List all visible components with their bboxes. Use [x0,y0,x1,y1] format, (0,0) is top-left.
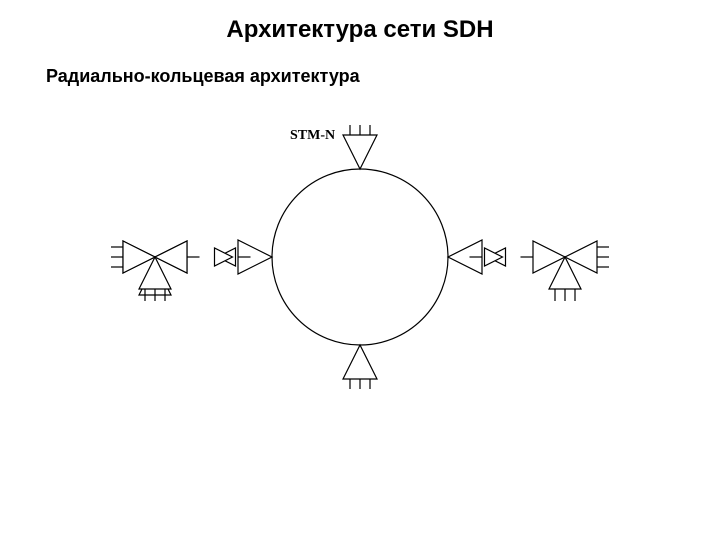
diagram-canvas: STM-N [0,87,720,507]
svg-text:STM-N: STM-N [290,128,335,143]
page-subtitle: Радиально-кольцевая архитектура [0,44,720,87]
page-title: Архитектура сети SDH [0,0,720,44]
